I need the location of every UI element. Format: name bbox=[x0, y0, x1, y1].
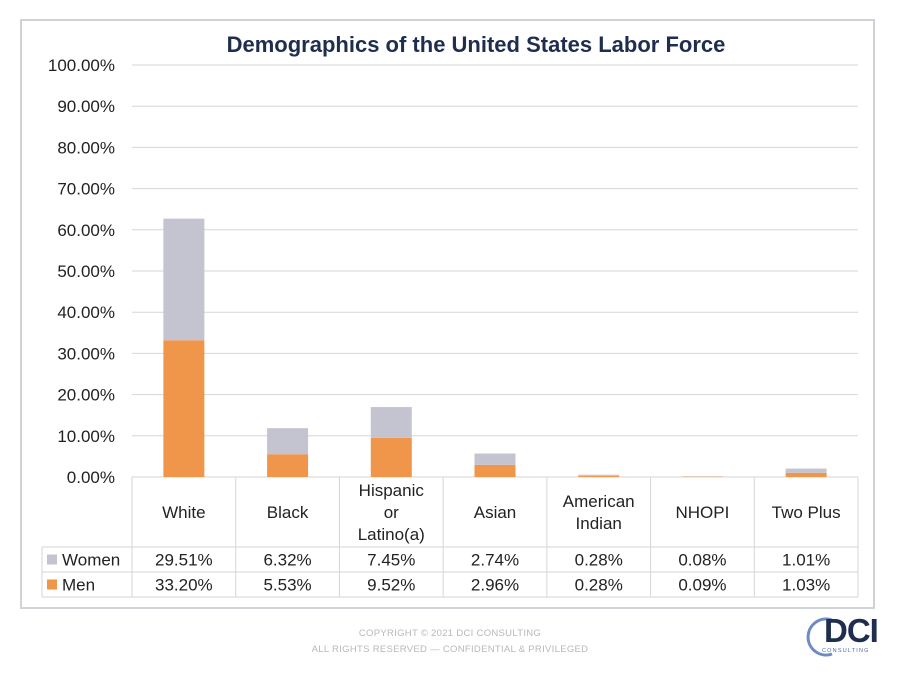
category-label: Latino(a) bbox=[358, 525, 425, 544]
category-label: Indian bbox=[576, 514, 622, 533]
table-cell: 33.20% bbox=[155, 576, 213, 595]
company-logo: DCI CONSULTING bbox=[802, 612, 882, 661]
legend-swatch-men bbox=[47, 579, 57, 590]
bar-women bbox=[578, 474, 620, 476]
category-label: Asian bbox=[474, 503, 517, 522]
category-label: Hispanic bbox=[359, 481, 425, 500]
chart-frame: Demographics of the United States Labor … bbox=[20, 19, 875, 609]
y-tick-label: 80.00% bbox=[57, 138, 115, 157]
category-label: White bbox=[162, 503, 205, 522]
table-cell: 0.08% bbox=[678, 551, 726, 570]
table-cell: 0.28% bbox=[575, 576, 623, 595]
table-cell: 0.09% bbox=[678, 576, 726, 595]
y-tick-label: 70.00% bbox=[57, 180, 115, 199]
legend-swatch-women bbox=[47, 554, 57, 565]
y-tick-label: 10.00% bbox=[57, 427, 115, 446]
table-cell: 2.74% bbox=[471, 551, 519, 570]
rights-text: ALL RIGHTS RESERVED — CONFIDENTIAL & PRI… bbox=[311, 644, 589, 655]
category-label: NHOPI bbox=[676, 503, 730, 522]
copyright-text: COPYRIGHT © 2021 DCI CONSULTING bbox=[358, 628, 542, 639]
footer: COPYRIGHT © 2021 DCI CONSULTING ALL RIGH… bbox=[0, 626, 900, 658]
chart: Demographics of the United States Labor … bbox=[41, 32, 859, 598]
table-cell: 5.53% bbox=[263, 576, 311, 595]
bar-men bbox=[370, 437, 412, 477]
category-label: Black bbox=[267, 503, 309, 522]
y-tick-label: 20.00% bbox=[57, 386, 115, 405]
chart-title: Demographics of the United States Labor … bbox=[227, 32, 726, 57]
category-label: or bbox=[384, 503, 399, 522]
category-label: American bbox=[563, 492, 635, 511]
table-cell: 7.45% bbox=[367, 551, 415, 570]
y-tick-label: 60.00% bbox=[57, 221, 115, 240]
table-cell: 1.01% bbox=[782, 551, 830, 570]
table-cell: 29.51% bbox=[155, 551, 213, 570]
bar-women bbox=[474, 453, 516, 465]
y-tick-label: 40.00% bbox=[57, 303, 115, 322]
bar-men bbox=[785, 472, 827, 477]
category-label: Two Plus bbox=[772, 503, 841, 522]
table-cell: 9.52% bbox=[367, 576, 415, 595]
y-tick-label: 100.00% bbox=[48, 56, 115, 75]
y-tick-label: 0.00% bbox=[67, 468, 115, 487]
table-cell: 6.32% bbox=[263, 551, 311, 570]
bar-men bbox=[578, 475, 620, 477]
y-tick-label: 90.00% bbox=[57, 97, 115, 116]
bar-women bbox=[785, 468, 827, 473]
legend-label-women: Women bbox=[62, 551, 120, 570]
y-tick-label: 30.00% bbox=[57, 344, 115, 363]
bar-men bbox=[163, 340, 205, 477]
bar-men bbox=[267, 454, 309, 477]
table-cell: 1.03% bbox=[782, 576, 830, 595]
y-tick-label: 50.00% bbox=[57, 262, 115, 281]
logo-text: DCI bbox=[824, 612, 879, 649]
logo-subtext: CONSULTING bbox=[822, 648, 870, 654]
bar-men bbox=[474, 464, 516, 477]
table-cell: 2.96% bbox=[471, 576, 519, 595]
bar-women bbox=[370, 407, 412, 438]
logo-arc-icon bbox=[806, 617, 833, 657]
legend-label-men: Men bbox=[62, 576, 95, 595]
bar-women bbox=[267, 428, 309, 455]
bar-women bbox=[163, 218, 205, 341]
table-cell: 0.28% bbox=[575, 551, 623, 570]
